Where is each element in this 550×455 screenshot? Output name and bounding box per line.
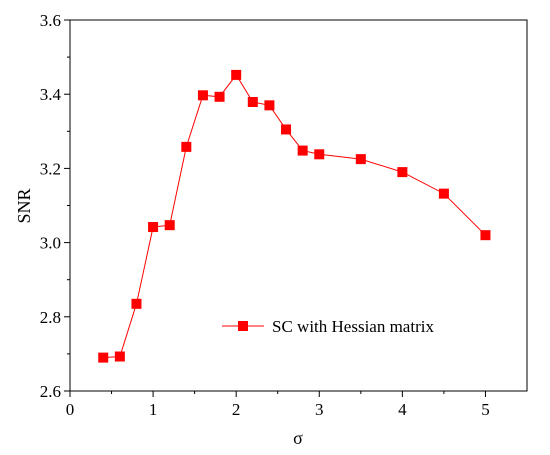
data-point [114,351,125,362]
data-point [214,91,225,102]
x-tick-label: 0 [66,400,75,419]
data-point [297,145,308,156]
x-tick-label: 3 [315,400,324,419]
y-axis-title: SNR [14,188,34,223]
y-tick-label: 2.6 [40,382,61,401]
data-point [181,141,192,152]
series-layer [98,69,491,363]
data-point [314,149,325,160]
y-tick-label: 3.0 [40,234,61,253]
data-point [264,100,275,111]
data-point [98,352,109,363]
legend: SC with Hessian matrix [222,317,434,336]
data-point [164,220,175,231]
data-point [231,69,242,80]
data-point [397,167,408,178]
data-point [480,230,491,241]
x-tick-label: 1 [149,400,158,419]
x-tick-label: 5 [481,400,490,419]
axis-layer: 0 1 2 3 4 5 2.6 2.8 3.0 3.2 3.4 3.6 [40,11,528,419]
x-axis-title: σ [293,428,303,448]
data-point [247,96,258,107]
data-point [438,188,449,199]
legend-label: SC with Hessian matrix [272,317,434,336]
y-tick-label: 3.6 [40,11,61,30]
x-tick-label: 4 [398,400,407,419]
data-point [355,154,366,165]
y-tick-label: 3.4 [40,85,62,104]
data-point [131,298,142,309]
y-tick-label: 3.2 [40,159,61,178]
x-tick-label: 2 [232,400,241,419]
data-point [148,222,159,233]
data-point [281,124,292,135]
series-line [103,74,486,359]
y-tick-label: 2.8 [40,308,61,327]
legend-marker [238,321,248,331]
data-point [197,90,208,101]
